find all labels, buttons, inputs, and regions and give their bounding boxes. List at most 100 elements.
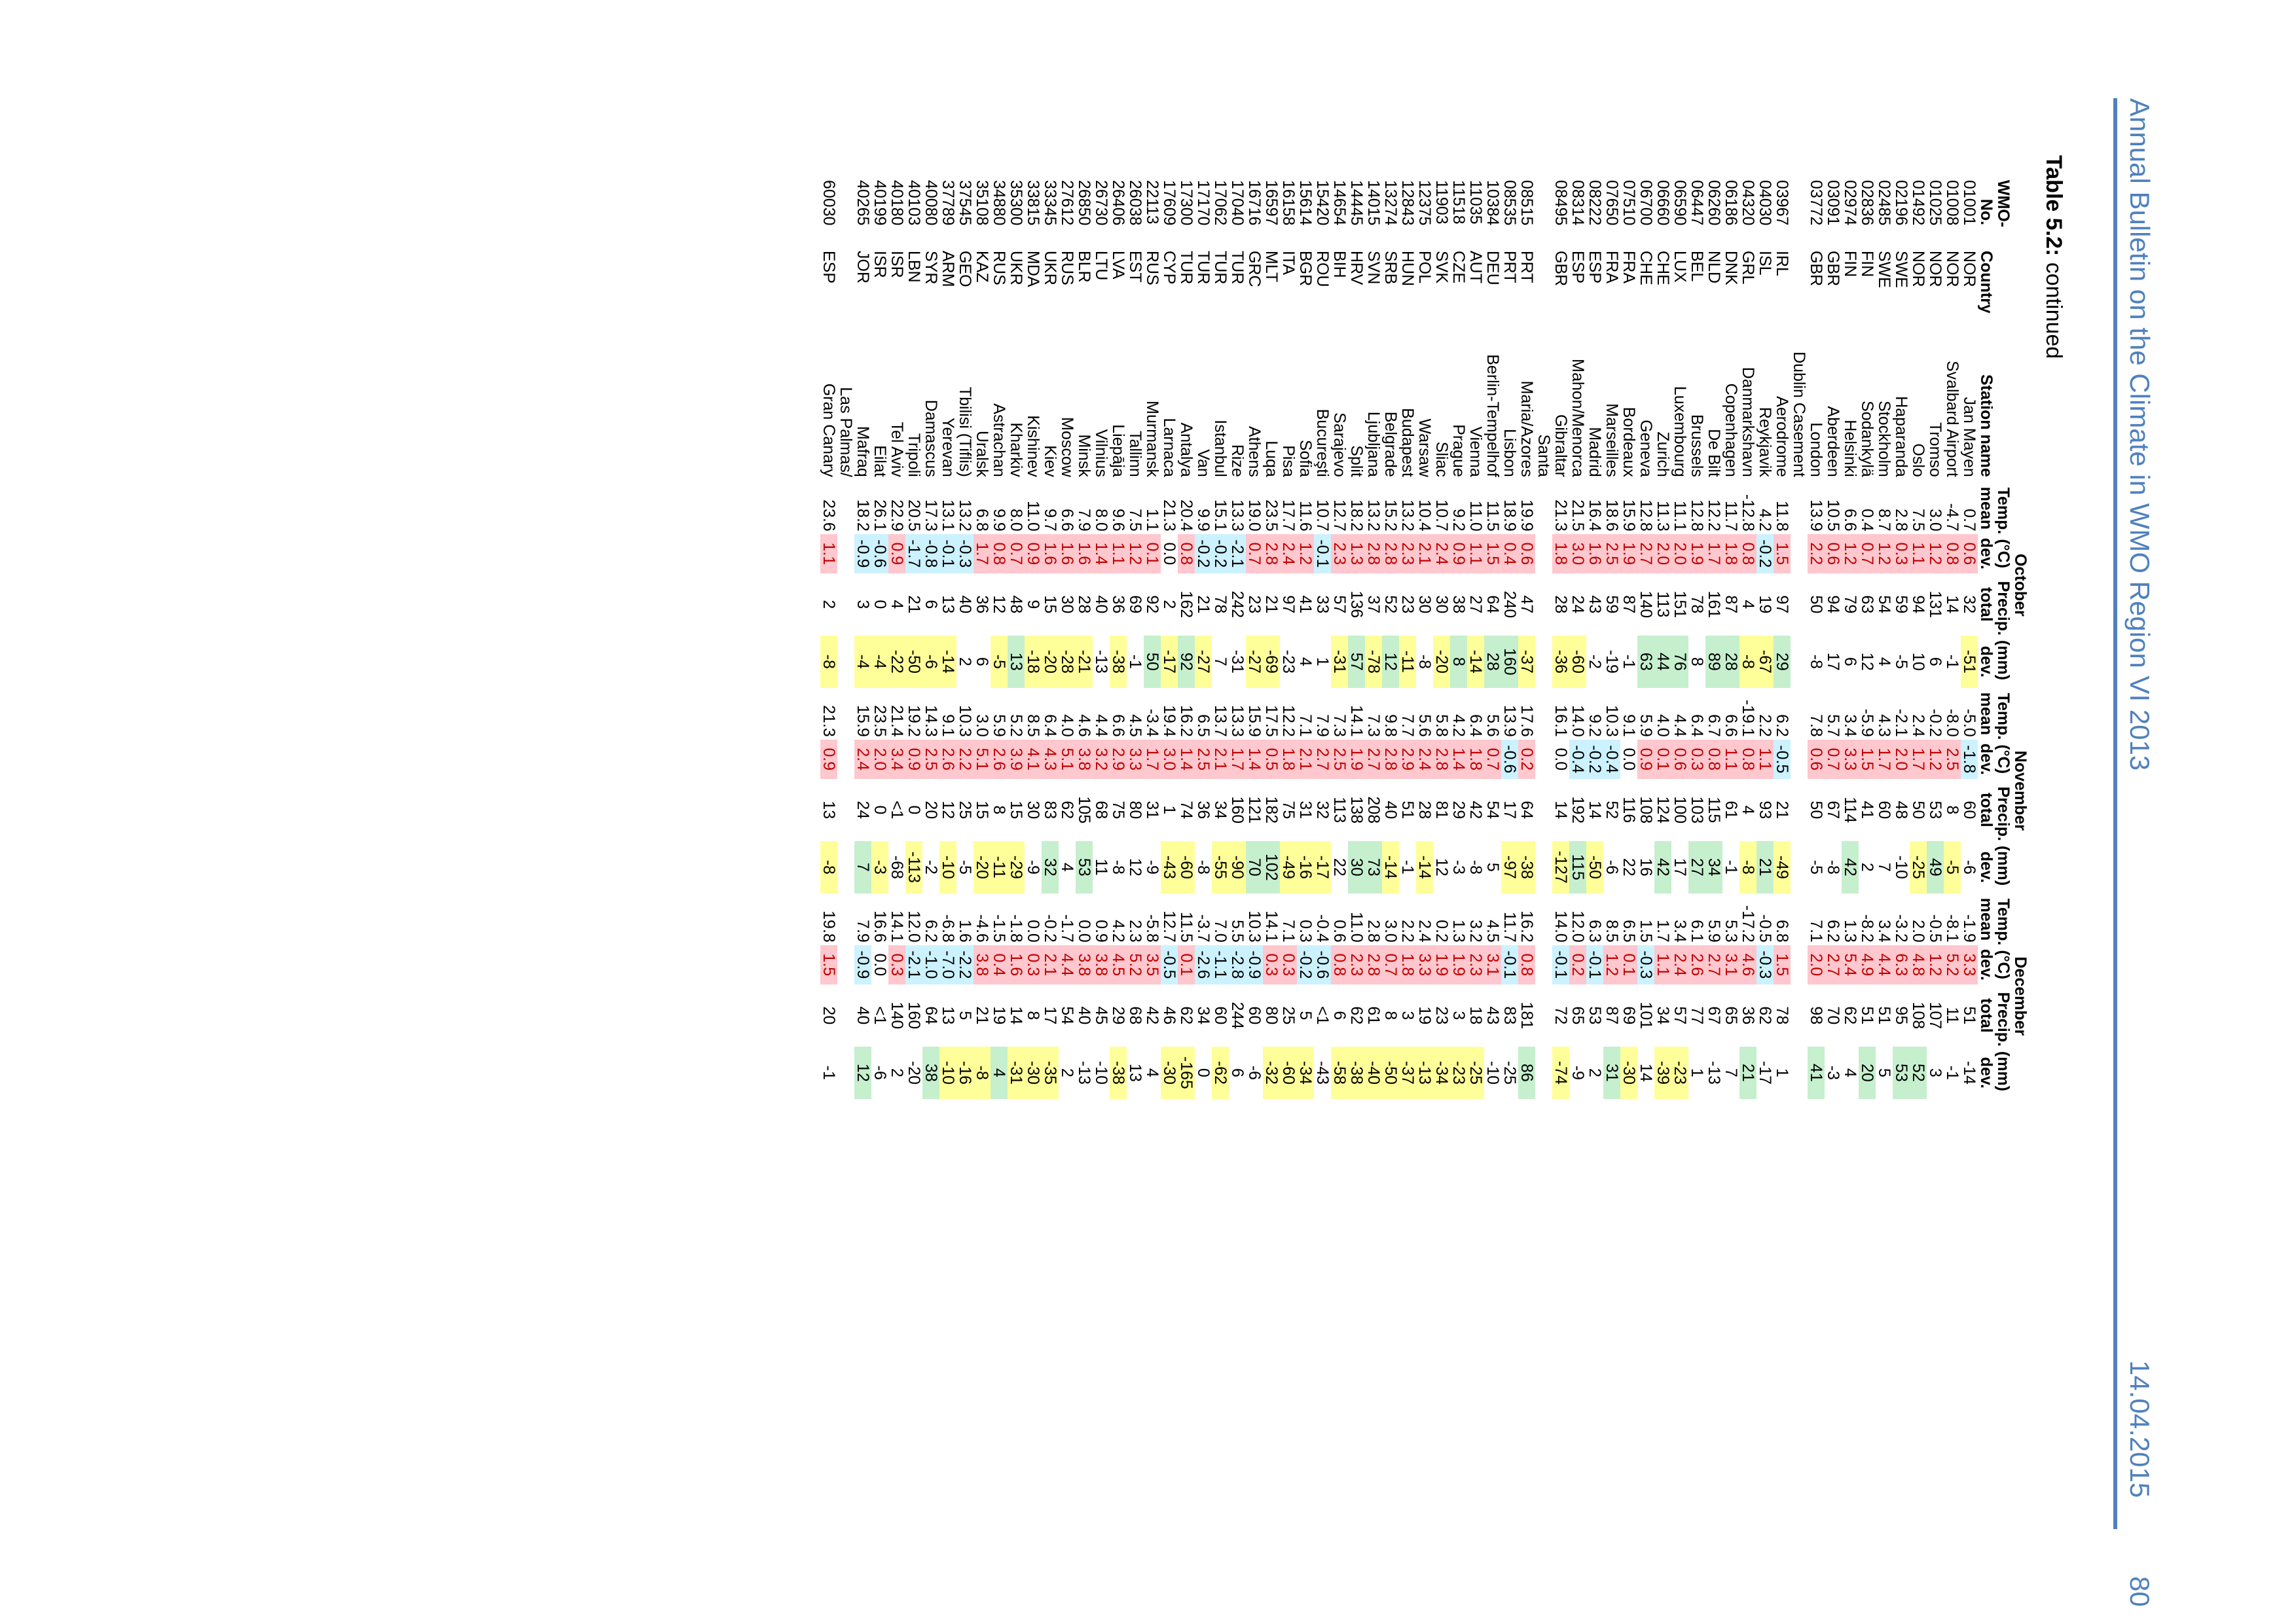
oct-temp-dev: 0.7 xyxy=(1859,533,1876,573)
country-code: IRL xyxy=(1774,251,1791,276)
country-code: MDA xyxy=(1025,251,1042,287)
nov-temp-dev: 0.9 xyxy=(820,739,837,779)
oct-temp-mean: 21.3 xyxy=(1552,499,1569,532)
nov-temp-dev: 2.8 xyxy=(1382,739,1399,779)
oct-temp-dev: -0.2 xyxy=(1212,533,1229,573)
nov-precip-total: 64 xyxy=(1518,801,1535,820)
country-code: BEL xyxy=(1688,251,1705,282)
oct-precip-total: 41 xyxy=(1297,595,1314,614)
oct-precip-dev: 29 xyxy=(1774,635,1791,688)
dec-precip-total: 36 xyxy=(1739,1006,1757,1025)
dec-temp-mean: 3.4 xyxy=(1671,920,1688,943)
oct-temp-dev: 1.9 xyxy=(1688,533,1705,573)
climate-table: October November December WMO- Temp. (°C… xyxy=(820,180,2029,1099)
dec-temp-mean: 3.0 xyxy=(1382,920,1399,943)
dec-temp-mean: 0.3 xyxy=(1297,920,1314,943)
wmo-number: 04030 xyxy=(1757,180,1774,226)
table-row: 37789 ARM Yerevan 13.1 -0.1 13 -14 9.1 2.6 12 -10 -… xyxy=(939,180,956,1099)
wmo-number: 01008 xyxy=(1944,180,1961,226)
nov-temp-dev: 2.6 xyxy=(991,739,1008,779)
nov-temp-mean: 14.1 xyxy=(1348,705,1365,737)
table-row: 15614 BGR Sofia 11.6 1.2 41 4 7.1 2.1 31 -16 0.3 -0.… xyxy=(1297,180,1314,1099)
dec-precip-dev: 31 xyxy=(1603,1046,1620,1099)
station-name: Tallinn xyxy=(1127,430,1144,477)
nov-temp-mean: 6.4 xyxy=(1688,714,1705,737)
oct-precip-dev: -8 xyxy=(1739,635,1757,688)
oct-temp-dev: 2.5 xyxy=(1603,533,1620,573)
nov-temp-mean: 9.8 xyxy=(1382,714,1399,737)
oct-precip-total xyxy=(1791,573,1808,636)
oct-temp-mean: 6.6 xyxy=(1059,509,1076,532)
dec-temp-dev: 1.1 xyxy=(1654,945,1671,984)
nov-precip-dev: -11 xyxy=(991,840,1008,893)
table-row: 02974 FIN Helsinki 6.6 1.2 79 6 3.4 3.3 114 42 1.3 5… xyxy=(1842,180,1859,1099)
dec-precip-dev: -34 xyxy=(1297,1046,1314,1099)
station-name: Lisbon xyxy=(1501,429,1518,477)
country-header: Country xyxy=(1978,251,1995,314)
nov-precip-dev: -6 xyxy=(1603,859,1620,875)
table-row: 16597 MLT Luqa 23.5 2.8 21 -69 17.5 0.5 182 102 14.… xyxy=(1263,180,1280,1099)
dec-precip-dev: -31 xyxy=(1008,1046,1025,1099)
nov-precip-dev: 32 xyxy=(1042,840,1059,893)
nov-precip-total: 4 xyxy=(1739,805,1757,815)
oct-temp-mean: 10.4 xyxy=(1416,499,1433,532)
oct-temp-mean: 19.9 xyxy=(1518,499,1535,532)
dec-temp-mean: 6.3 xyxy=(1586,920,1603,943)
nov-precip-dev: -38 xyxy=(1518,840,1535,893)
dec-temp-mean: 6.5 xyxy=(1620,920,1637,943)
oct-temp-dev: -0.9 xyxy=(854,533,871,573)
nov-precip-total: 34 xyxy=(1212,801,1229,820)
station-name: Murmansk xyxy=(1144,401,1161,477)
nov-temp-dev: 3.0 xyxy=(1161,739,1178,779)
nov-temp-dev: 2.0 xyxy=(1893,739,1910,779)
nov-precip-dev: -9 xyxy=(1144,859,1161,875)
station-name: Warsaw xyxy=(1416,418,1433,477)
bulletin-title: Annual Bulletin on the Climate in WMO Re… xyxy=(2124,98,2155,771)
nov-temp-dev: 1.9 xyxy=(1348,739,1365,779)
nov-precip-total: 103 xyxy=(1688,796,1705,824)
nov-temp-dev: 2.2 xyxy=(956,739,974,779)
country-code: SVK xyxy=(1433,251,1450,284)
oct-temp-dev: 1.4 xyxy=(1093,533,1110,573)
oct-temp-mean: -12.8 xyxy=(1739,494,1757,532)
country-code: SRB xyxy=(1382,251,1399,285)
country-code: GEO xyxy=(956,251,974,287)
dec-precip-total: 83 xyxy=(1501,1006,1518,1025)
dec-precip-dev: -165 xyxy=(1178,1046,1195,1099)
table-row: 01025 NOR Tromso 3.0 1.2 131 6 -0.2 1.2 53 49 -0.5 1… xyxy=(1927,180,1944,1099)
dec-temp-dev: 0.3 xyxy=(1263,945,1280,984)
oct-temp-mean: 13.2 xyxy=(1365,499,1382,532)
nov-precip-dev: 11 xyxy=(1093,858,1110,876)
dec-temp-dev: 3.8 xyxy=(1093,945,1110,984)
oct-temp-mean: 11.8 xyxy=(1774,501,1791,532)
oct-temp-mean: 10.7 xyxy=(1433,499,1450,532)
nov-temp-mean: -0.2 xyxy=(1927,708,1944,737)
nov-temp-dev xyxy=(837,740,854,779)
nov-precip-dev: -14 xyxy=(1416,840,1433,893)
dec-temp-mean: 6.8 xyxy=(1774,920,1791,943)
dec-temp-dev: -0.9 xyxy=(1246,945,1263,984)
oct-temp-mean: 8.7 xyxy=(1876,509,1893,532)
station-name: Tel Aviv xyxy=(888,422,905,477)
dec-precip-dev: 2 xyxy=(1059,1068,1076,1077)
nov-temp-mean: 4.4 xyxy=(1671,714,1688,737)
station-name: Vilnius xyxy=(1093,429,1110,477)
oct-temp-dev: 0.0 xyxy=(1161,542,1178,566)
nov-temp-dev: 1.7 xyxy=(1910,739,1927,779)
oct-precip-total: 23 xyxy=(1246,595,1263,614)
dec-precip-total: 3 xyxy=(1399,1011,1416,1020)
dec-precip-total: 78 xyxy=(1774,1006,1791,1025)
nov-precip-dev: -97 xyxy=(1501,840,1518,893)
nov-temp-dev: 3.3 xyxy=(1842,739,1859,779)
nov-temp-mean: 5.8 xyxy=(1433,714,1450,737)
oct-precip-dev: -13 xyxy=(1093,649,1110,674)
dec-temp-dev: -0.5 xyxy=(1161,945,1178,984)
dec-precip-total: 19 xyxy=(1416,1006,1433,1025)
oct-temp-mean: 9.7 xyxy=(1042,509,1059,532)
dec-precip-total: 160 xyxy=(905,1001,922,1030)
oct-precip-total: 37 xyxy=(1365,595,1382,614)
oct-precip-total: 94 xyxy=(1910,595,1927,614)
dec-precip-dev: 20 xyxy=(1859,1046,1876,1099)
table-row: 14654 BIH Sarajevo 12.7 2.3 57 -31 7.3 2.5 113 22 0… xyxy=(1331,180,1348,1099)
nov-temp-dev: 2.8 xyxy=(1433,739,1450,779)
